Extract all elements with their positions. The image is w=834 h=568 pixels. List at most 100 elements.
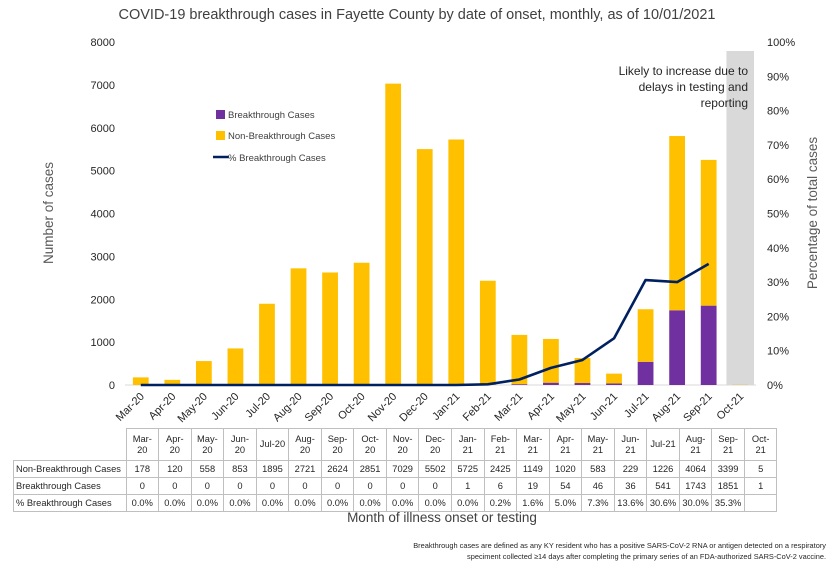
x-tick-label: Jan-21 (430, 391, 462, 423)
table-cell: 120 (158, 460, 192, 478)
table-header-cell: Mar- 21 (516, 428, 550, 461)
bar-non-breakthrough (353, 262, 370, 385)
y2-tick-label: 80% (767, 106, 789, 118)
table-header-cell: Jun- 20 (223, 428, 257, 461)
table-cell: 0 (190, 477, 225, 495)
y-axis-title: Number of cases (41, 162, 56, 264)
table-header-cell: Jul-21 (646, 428, 680, 461)
table-header-cell: Sep- 21 (711, 428, 745, 461)
y-tick-label: 2000 (91, 294, 115, 306)
table-cell: 0 (353, 477, 387, 495)
x-tick-label: Oct-21 (715, 391, 747, 423)
legend-label-non-breakthrough: Non-Breakthrough Cases (228, 131, 335, 142)
table-cell: 178 (125, 460, 160, 478)
x-tick-label: Dec-20 (397, 391, 431, 425)
bar-breakthrough (637, 361, 654, 385)
bar-non-breakthrough (164, 379, 181, 385)
table-header-cell: Jan- 21 (450, 428, 485, 461)
table-cell: 1895 (255, 460, 290, 478)
bar-non-breakthrough (700, 159, 717, 306)
table-cell: 0.0% (353, 494, 387, 512)
annotation-text: Likely to increase due to delays in test… (618, 64, 748, 110)
table-cell: 46 (581, 477, 615, 495)
table-row-label: Non-Breakthrough Cases (13, 460, 127, 478)
table-header-cell: Jul-20 (255, 428, 290, 461)
x-tick-label: May-20 (176, 391, 210, 425)
table-cell: 0.0% (320, 494, 355, 512)
x-tick-label: Jul-20 (243, 391, 273, 421)
table-cell: 5502 (418, 460, 452, 478)
footnote: Breakthrough cases are defined as any KY… (226, 540, 826, 562)
x-tick-label: Sep-21 (681, 391, 715, 425)
bar-non-breakthrough (195, 361, 212, 385)
x-tick-label: Jul-21 (622, 391, 652, 421)
bar-breakthrough (511, 384, 528, 385)
table-cell: 853 (223, 460, 257, 478)
table-cell: 0.0% (255, 494, 290, 512)
table-cell: 7029 (385, 460, 420, 478)
bar-non-breakthrough (479, 280, 496, 385)
table-cell: 0.0% (125, 494, 160, 512)
y2-tick-label: 90% (767, 71, 789, 83)
x-tick-label: Aug-20 (271, 391, 305, 425)
bar-breakthrough (543, 382, 559, 385)
table-cell: 0 (223, 477, 257, 495)
y-tick-label: 6000 (91, 123, 115, 135)
table-cell: 0.0% (158, 494, 192, 512)
bar-non-breakthrough (606, 373, 622, 384)
table-header-cell: May- 20 (190, 428, 225, 461)
table-cell: 19 (516, 477, 550, 495)
table-header-cell: Apr- 21 (548, 428, 583, 461)
y-tick-label: 5000 (91, 166, 115, 178)
table-cell: 0 (385, 477, 420, 495)
table-cell: 7.3% (581, 494, 615, 512)
legend-label-percent: % Breakthrough Cases (228, 153, 326, 164)
bar-non-breakthrough (385, 83, 402, 385)
table-cell: 3399 (711, 460, 745, 478)
x-tick-label: Feb-21 (461, 391, 494, 424)
bar-non-breakthrough (290, 268, 307, 385)
y-tick-label: 0 (109, 380, 115, 392)
legend: Breakthrough Cases Non-Breakthrough Case… (213, 110, 335, 164)
legend-swatch-breakthrough (216, 110, 225, 119)
x-tick-label: Mar-21 (492, 391, 525, 424)
table-cell: 558 (190, 460, 225, 478)
table-cell: 1149 (516, 460, 550, 478)
legend-swatch-non-breakthrough (216, 131, 225, 140)
table-row: Breakthrough Cases 0 0 0 0 0 0 0 0 0 0 1 6 19 54 46 36 54… (13, 477, 778, 495)
y-tick-label: 7000 (91, 80, 115, 92)
table-header-cell: Mar- 20 (125, 428, 160, 461)
table-cell: 54 (548, 477, 583, 495)
y2-tick-label: 60% (767, 174, 789, 186)
legend-label-breakthrough: Breakthrough Cases (228, 110, 315, 121)
table-cell: 1020 (548, 460, 583, 478)
table-cell: 0.0% (288, 494, 322, 512)
y2-tick-label: 50% (767, 209, 789, 221)
chart-title: COVID-19 breakthrough cases in Fayette C… (118, 7, 716, 23)
table-cell: 6 (483, 477, 518, 495)
footnote-line-2: speciment collected ≥14 days after compl… (467, 552, 826, 561)
x-tick-label: May-21 (554, 391, 588, 425)
table-cell: 30.0% (678, 494, 713, 512)
table-cell: 1851 (711, 477, 745, 495)
x-tick-label: Mar-20 (114, 391, 147, 424)
table-cell: 2425 (483, 460, 518, 478)
bar-non-breakthrough (416, 149, 433, 385)
y-tick-label: 4000 (91, 209, 115, 221)
table-cell: 2851 (353, 460, 387, 478)
chart-svg: 0 1000 2000 3000 4000 5000 6000 7000 8000 0% 10% 20… (41, 37, 820, 425)
table-header-cell: Jun- 21 (613, 428, 648, 461)
table-cell: 229 (613, 460, 648, 478)
table-row-label: Breakthrough Cases (13, 477, 127, 495)
y-tick-label: 3000 (91, 251, 115, 263)
table-cell: 13.6% (613, 494, 648, 512)
bar-non-breakthrough (132, 377, 149, 385)
table-row: % Breakthrough Cases 0.0% 0.0% 0.0% 0.0% 0.0%… (13, 494, 778, 512)
table-header-cell: Aug- 20 (288, 428, 322, 461)
x-tick-label: Sep-20 (303, 391, 337, 425)
y2-tick-label: 40% (767, 243, 789, 255)
table-cell: 30.6% (646, 494, 680, 512)
y2-axis-title: Percentage of total cases (805, 137, 820, 290)
table-header-cell: Aug- 21 (678, 428, 713, 461)
y-tick-label: 1000 (91, 337, 115, 349)
